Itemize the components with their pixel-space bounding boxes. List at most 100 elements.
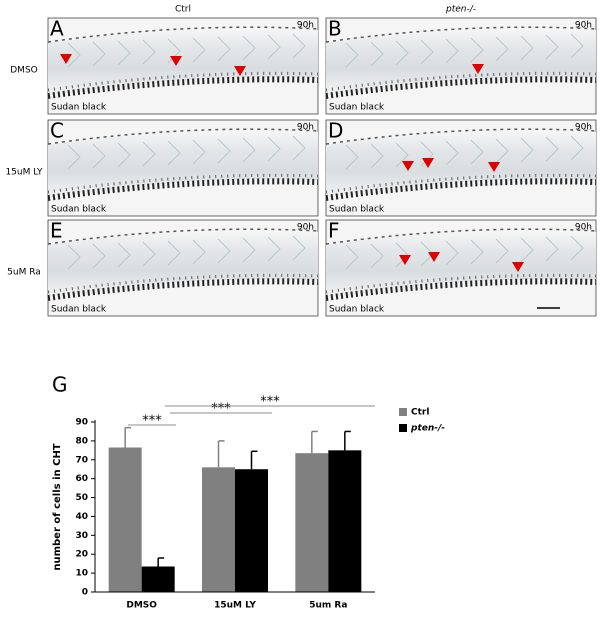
error-bar bbox=[157, 557, 165, 567]
error-bar bbox=[217, 440, 225, 468]
bar bbox=[328, 450, 362, 592]
pigment bbox=[47, 128, 319, 145]
x-tick-label: 5um Ra bbox=[309, 601, 347, 611]
pigment bbox=[325, 26, 597, 43]
somite bbox=[395, 142, 409, 168]
somite bbox=[217, 238, 231, 264]
somite bbox=[242, 237, 256, 263]
panel-time: 90h bbox=[575, 21, 592, 31]
somite bbox=[292, 235, 306, 261]
significance-label: *** bbox=[260, 395, 280, 410]
somite bbox=[267, 34, 281, 60]
panel-time: 90h bbox=[297, 223, 314, 233]
somite bbox=[192, 239, 206, 265]
stained-cells bbox=[47, 178, 319, 201]
x-tick-label: 15uM LY bbox=[214, 601, 256, 611]
row-label: 15uM LY bbox=[5, 168, 43, 178]
somite bbox=[117, 40, 131, 66]
column-title: Ctrl bbox=[175, 5, 191, 15]
row-label: DMSO bbox=[10, 66, 38, 76]
somite bbox=[67, 244, 81, 270]
stained-cells bbox=[47, 278, 319, 301]
panel-letter: F bbox=[328, 219, 340, 243]
arrowhead bbox=[402, 161, 414, 171]
arrowhead bbox=[234, 66, 246, 76]
somite bbox=[520, 237, 534, 263]
somite bbox=[192, 139, 206, 165]
stained-cells bbox=[47, 71, 319, 92]
somite bbox=[292, 33, 306, 59]
error-bar bbox=[250, 450, 258, 470]
error-bar bbox=[124, 426, 132, 448]
stained-cells bbox=[325, 76, 597, 99]
somite bbox=[370, 41, 384, 67]
somite bbox=[445, 240, 459, 266]
somite bbox=[370, 143, 384, 169]
stained-cells bbox=[325, 278, 597, 301]
somite bbox=[495, 138, 509, 164]
significance-label: *** bbox=[211, 402, 231, 417]
somite bbox=[345, 42, 359, 68]
somite bbox=[142, 141, 156, 167]
somite bbox=[242, 35, 256, 61]
somite bbox=[445, 140, 459, 166]
fish-body bbox=[48, 28, 318, 97]
error-bar bbox=[344, 430, 351, 451]
panel-stain: Sudan black bbox=[51, 205, 107, 215]
somite bbox=[420, 39, 434, 65]
somite bbox=[445, 38, 459, 64]
somite bbox=[92, 41, 106, 67]
y-tick-label: 10 bbox=[75, 569, 88, 579]
y-axis-label: number of cells in CHT bbox=[52, 443, 63, 570]
somite bbox=[217, 138, 231, 164]
somite bbox=[92, 243, 106, 269]
y-tick-label: 90 bbox=[75, 418, 88, 428]
somite bbox=[545, 34, 559, 60]
error-bar bbox=[311, 430, 318, 454]
arrowhead bbox=[422, 158, 434, 168]
y-tick-label: 20 bbox=[75, 550, 88, 560]
pigment bbox=[325, 128, 597, 145]
bar bbox=[202, 467, 235, 592]
arrowhead bbox=[512, 262, 524, 272]
y-tick-label: 60 bbox=[75, 474, 88, 484]
arrowhead bbox=[60, 54, 72, 64]
fish-body bbox=[48, 130, 318, 198]
somite bbox=[370, 243, 384, 269]
somite bbox=[520, 35, 534, 61]
somite bbox=[470, 239, 484, 265]
legend-label: pten-/- bbox=[410, 424, 445, 434]
chart-letter: G bbox=[52, 373, 68, 397]
panel-time: 90h bbox=[575, 123, 592, 133]
fish-body bbox=[326, 230, 596, 298]
y-tick-label: 50 bbox=[75, 493, 88, 503]
arrowhead bbox=[472, 64, 484, 74]
panel-stain: Sudan black bbox=[51, 305, 107, 315]
stained-cells bbox=[325, 173, 597, 194]
arrowhead bbox=[488, 162, 500, 172]
fish-body bbox=[48, 230, 318, 298]
arrowhead bbox=[399, 255, 411, 265]
panel-stain: Sudan black bbox=[329, 205, 385, 215]
panel-letter: D bbox=[328, 119, 343, 143]
somite bbox=[242, 137, 256, 163]
somite bbox=[67, 144, 81, 170]
stained-cells bbox=[325, 178, 597, 201]
panel-time: 90h bbox=[297, 123, 314, 133]
legend-swatch bbox=[399, 424, 407, 432]
somite bbox=[267, 236, 281, 262]
somite bbox=[495, 238, 509, 264]
somite bbox=[92, 143, 106, 169]
somite bbox=[292, 135, 306, 161]
somite bbox=[117, 242, 131, 268]
arrowhead bbox=[170, 56, 182, 66]
y-tick-label: 0 bbox=[82, 588, 88, 598]
stained-cells bbox=[325, 273, 597, 294]
somite bbox=[395, 40, 409, 66]
somite bbox=[470, 139, 484, 165]
panel-letter: B bbox=[328, 17, 342, 41]
legend-label: Ctrl bbox=[411, 408, 429, 418]
y-tick-label: 40 bbox=[75, 512, 88, 522]
fish-body bbox=[326, 28, 596, 97]
